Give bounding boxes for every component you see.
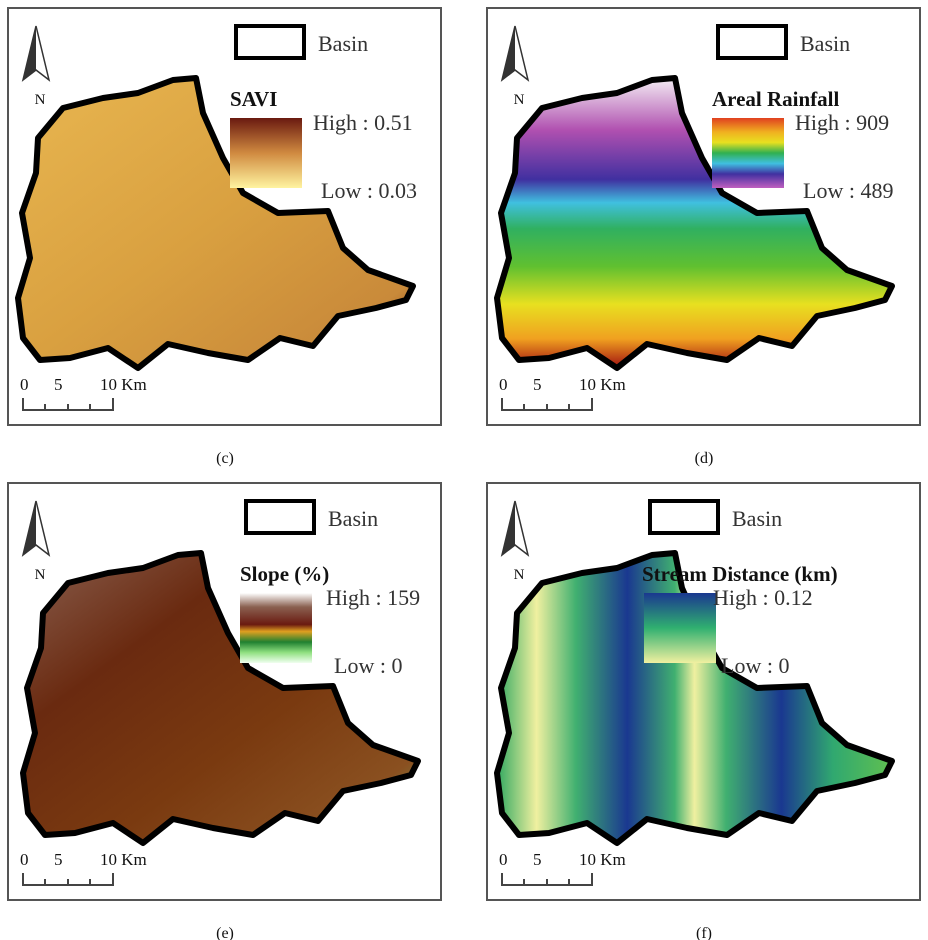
panel-caption: (e) bbox=[216, 925, 234, 940]
scale-label: 0 bbox=[20, 375, 29, 394]
scale-label: 0 bbox=[20, 850, 29, 869]
basin-label: Basin bbox=[318, 31, 368, 56]
panel-caption: (c) bbox=[216, 450, 234, 467]
basin-label: Basin bbox=[328, 506, 378, 531]
scale-label: 10 Km bbox=[579, 375, 626, 394]
north-label: N bbox=[35, 92, 46, 108]
high-label: High : 159 bbox=[326, 585, 420, 610]
figure: N Basin SAVI High : 0.51 Low : 0.03 0 5 10 Km (c… bbox=[0, 0, 928, 940]
low-label: Low : 0.03 bbox=[321, 178, 417, 203]
basin-legend-box bbox=[718, 26, 786, 58]
map-panel: N Basin SAVI High : 0.51 Low : 0.03 0 5 10 Km bbox=[8, 8, 441, 425]
scale-label: 10 Km bbox=[579, 850, 626, 869]
scale-label: 10 Km bbox=[100, 375, 147, 394]
high-label: High : 909 bbox=[795, 110, 889, 135]
low-label: Low : 0 bbox=[334, 653, 402, 678]
panel-caption: (f) bbox=[696, 925, 712, 940]
scale-label: 0 bbox=[499, 850, 508, 869]
north-label: N bbox=[514, 567, 525, 583]
basin-label: Basin bbox=[732, 506, 782, 531]
scale-label: 10 Km bbox=[100, 850, 147, 869]
map-panel: N Basin Stream Distance (km)High : 0.12 Low… bbox=[487, 483, 920, 900]
legend-title: Areal Rainfall bbox=[712, 87, 840, 111]
legend-color-bar bbox=[230, 118, 302, 188]
scale-label: 5 bbox=[533, 850, 542, 869]
scale-label: 0 bbox=[499, 375, 508, 394]
low-label: Low : 0 bbox=[721, 653, 789, 678]
legend-title: SAVI bbox=[230, 87, 277, 111]
legend-title: Stream Distance (km) bbox=[642, 562, 838, 586]
basin-legend-box bbox=[246, 501, 314, 533]
scale-label: 5 bbox=[54, 375, 63, 394]
basin-legend-box bbox=[650, 501, 718, 533]
basin-legend-box bbox=[236, 26, 304, 58]
legend-color-bar bbox=[644, 593, 716, 663]
map-panel: N Basin Slope (%)High : 159 Low : 0 0 5 10 Km bbox=[8, 483, 441, 900]
north-label: N bbox=[35, 567, 46, 583]
scale-label: 5 bbox=[54, 850, 63, 869]
legend-title: Slope (%) bbox=[240, 562, 329, 586]
legend-color-bar bbox=[712, 118, 784, 188]
basin-label: Basin bbox=[800, 31, 850, 56]
high-label: High : 0.51 bbox=[313, 110, 413, 135]
panel-caption: (d) bbox=[695, 450, 714, 467]
scale-label: 5 bbox=[533, 375, 542, 394]
north-label: N bbox=[514, 92, 525, 108]
high-label: High : 0.12 bbox=[713, 585, 813, 610]
legend-color-bar bbox=[240, 593, 312, 663]
low-label: Low : 489 bbox=[803, 178, 893, 203]
